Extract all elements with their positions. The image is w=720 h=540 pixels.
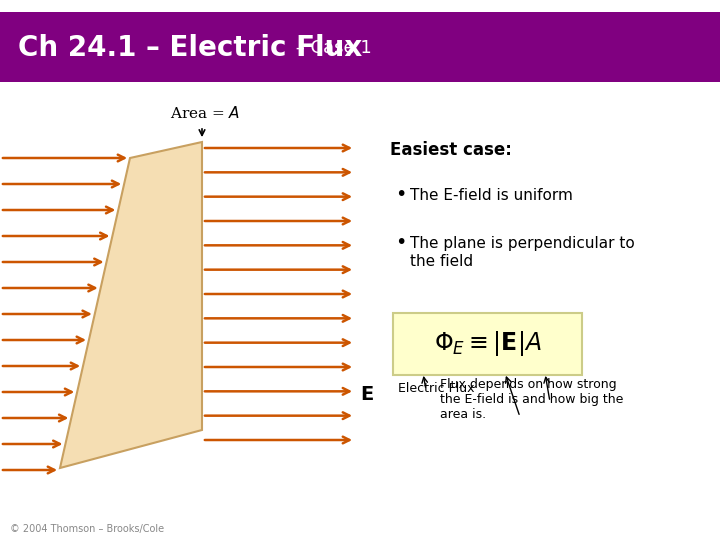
Text: © 2004 Thomson – Brooks/Cole: © 2004 Thomson – Brooks/Cole	[10, 524, 164, 534]
Text: Easiest case:: Easiest case:	[390, 141, 512, 159]
Text: The E-field is uniform: The E-field is uniform	[410, 188, 573, 203]
Text: •: •	[395, 233, 406, 252]
Bar	[0, 0, 720, 12]
Text: E: E	[360, 385, 373, 404]
FancyBboxPatch shape	[393, 313, 582, 375]
Text: Area = $A$: Area = $A$	[170, 105, 240, 121]
Text: Electric Flux: Electric Flux	[398, 382, 474, 395]
Text: $\Phi_E \equiv |\mathbf{E}|A$: $\Phi_E \equiv |\mathbf{E}|A$	[433, 329, 541, 359]
Text: Ch 24.1 – Electric Flux: Ch 24.1 – Electric Flux	[18, 35, 362, 63]
Polygon shape	[60, 142, 202, 468]
Text: – Case 1: – Case 1	[290, 39, 372, 57]
Text: The plane is perpendicular to: The plane is perpendicular to	[410, 236, 635, 251]
Text: •: •	[395, 185, 406, 204]
Bar	[0, 12, 720, 82]
Text: Flux depends on how strong
the E-field is and how big the
area is.: Flux depends on how strong the E-field i…	[440, 378, 624, 421]
Text: the field: the field	[410, 254, 473, 269]
